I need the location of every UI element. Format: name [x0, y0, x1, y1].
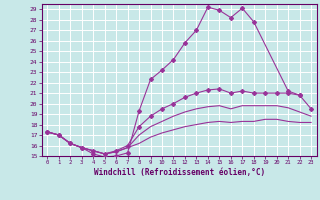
X-axis label: Windchill (Refroidissement éolien,°C): Windchill (Refroidissement éolien,°C)	[94, 168, 265, 177]
